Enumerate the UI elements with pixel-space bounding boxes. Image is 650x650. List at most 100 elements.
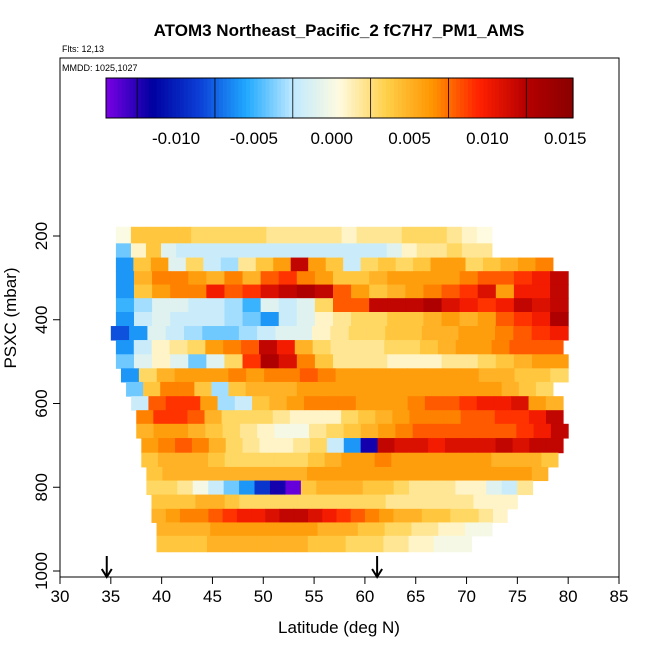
colorbar-swatch [125, 78, 130, 118]
heatmap-cell [204, 410, 223, 425]
heatmap-cell [169, 535, 183, 553]
colorbar-swatch [218, 78, 224, 118]
heatmap-cell [136, 423, 155, 439]
heatmap-cell [428, 438, 446, 454]
heatmap-cell [532, 284, 551, 299]
colorbar-swatch [152, 78, 158, 118]
heatmap-cell [181, 535, 195, 553]
y-tick-label: 800 [32, 473, 51, 501]
colorbar-swatch [541, 78, 547, 118]
heatmap-cell [549, 326, 569, 341]
heatmap-cell [161, 226, 177, 244]
heatmap-cell [174, 452, 192, 468]
heatmap-cell [313, 381, 332, 397]
heatmap-cell [269, 480, 286, 496]
heatmap-cell [188, 312, 207, 327]
heatmap-cell [282, 535, 296, 553]
heatmap-cell [405, 298, 424, 313]
heatmap-cell [446, 243, 463, 259]
heatmap-cell [477, 312, 497, 327]
colorbar-tick-label: 0.015 [544, 129, 587, 148]
heatmap-cell [236, 243, 252, 259]
heatmap-cell [356, 243, 373, 259]
colorbar-swatch [168, 78, 173, 118]
heatmap-cell [293, 508, 309, 523]
heatmap-cell [170, 271, 189, 286]
heatmap-cell [177, 381, 195, 397]
heatmap-cell [174, 368, 194, 383]
colorbar-swatch [401, 78, 407, 118]
heatmap-cell [426, 410, 445, 425]
heatmap-cell [207, 452, 226, 468]
heatmap-cell [205, 340, 224, 355]
heatmap-cell [314, 271, 334, 286]
heatmap-cell [460, 410, 479, 425]
heatmap-cell [378, 480, 395, 496]
colorbar-swatch [242, 78, 247, 118]
heatmap-cell [441, 312, 461, 327]
heatmap-cell [259, 340, 278, 355]
heatmap-cell [513, 354, 533, 369]
heatmap-cell [517, 480, 534, 496]
heatmap-cell [194, 381, 212, 397]
colorbar-swatch [499, 78, 504, 118]
colorbar-swatch [269, 78, 274, 118]
heatmap-cell [260, 354, 280, 369]
heatmap-cell [238, 326, 258, 341]
colorbar-swatch [176, 78, 181, 118]
heatmap-cell [169, 340, 188, 355]
heatmap-cell [330, 326, 350, 341]
heatmap-cell [351, 284, 370, 299]
heatmap-cell [524, 452, 542, 468]
colorbar-swatch [464, 78, 469, 118]
heatmap-cell [274, 466, 292, 482]
heatmap-cell [156, 522, 171, 537]
heatmap-cell [200, 396, 219, 411]
heatmap-cell [281, 226, 297, 244]
heatmap-cell [369, 354, 388, 369]
heatmap-cell [441, 452, 459, 468]
heatmap-cell [333, 535, 347, 553]
heatmap-cell [421, 508, 437, 523]
heatmap-cell [345, 535, 359, 553]
heatmap-cell [188, 271, 207, 286]
heatmap-cell [324, 452, 342, 468]
colorbar-swatch [456, 78, 461, 118]
colorbar-swatch [358, 78, 364, 118]
heatmap-cell [133, 354, 153, 369]
heatmap-cell [474, 452, 492, 468]
heatmap-cell [343, 257, 362, 272]
heatmap-cell [165, 326, 185, 341]
heatmap-cell [257, 535, 271, 553]
heatmap-cell [170, 312, 189, 327]
heatmap-cell [308, 257, 327, 272]
heatmap-cell [166, 494, 182, 510]
colorbar-swatch [483, 78, 488, 118]
heatmap-cell [391, 452, 409, 468]
heatmap-cell [459, 298, 479, 313]
colorbar-swatch [436, 78, 442, 118]
heatmap-cell [276, 438, 294, 454]
heatmap-cell [369, 271, 388, 286]
colorbar-swatch [300, 78, 306, 118]
heatmap-cell [550, 354, 569, 369]
heatmap-cell [238, 410, 257, 425]
colorbar-swatch [117, 78, 123, 118]
heatmap-cell [326, 226, 343, 244]
x-tick-label: 50 [254, 587, 273, 606]
heatmap-cell [425, 368, 444, 383]
heatmap-cell [221, 243, 237, 259]
heatmap-cell [393, 508, 409, 523]
heatmap-cell [385, 494, 401, 510]
heatmap-cell [459, 354, 479, 369]
heatmap-cell [205, 423, 224, 439]
heatmap-cell [451, 522, 466, 537]
heatmap-cell [194, 508, 209, 523]
heatmap-cell [290, 257, 309, 272]
heatmap-cell [476, 243, 493, 259]
heatmap-cell [450, 381, 469, 397]
heatmap-cell [369, 312, 388, 327]
heatmap-cell [279, 508, 295, 523]
colorbar-swatch [405, 78, 411, 118]
heatmap-cell [513, 312, 533, 327]
